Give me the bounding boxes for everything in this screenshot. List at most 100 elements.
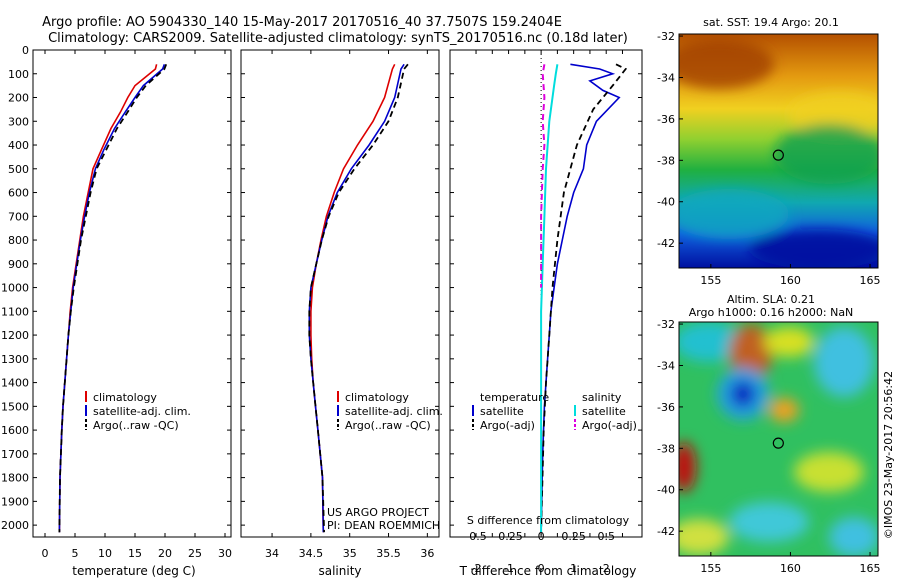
temperature-xtick-label: 20 <box>158 547 172 560</box>
sla-map-ytick-label: -32 <box>657 318 675 331</box>
salinity-series-2 <box>308 63 409 533</box>
salinity-legend-climatology: climatology <box>345 391 409 404</box>
sla-map-panel: Altim. SLA: 0.21 Argo h1000: 0.16 h2000:… <box>657 293 881 575</box>
sst-map-xtick-label: 155 <box>700 274 721 287</box>
salinity-axes-frame <box>240 49 440 538</box>
temperature-xtick-label: 15 <box>128 547 142 560</box>
difference-xlabel-top: S difference from climatology <box>467 514 630 527</box>
temperature-ytick-label: 1700 <box>1 448 29 461</box>
difference-legend-s-argo: Argo(-adj) <box>582 419 637 432</box>
salinity-xtick-label: 35.5 <box>376 547 401 560</box>
salinity-panel: 34 34.5 35 35.5 36 salinity climatology sate… <box>240 49 443 578</box>
sla-map-ticks: 155 160 165 -32 -34 -36 -38 -40 -42 <box>657 318 881 575</box>
salinity-legend-argo: Argo(..raw -QC) <box>345 419 431 432</box>
sla-map-ytick-label: -34 <box>657 359 675 372</box>
sla-map-ytick-label: -36 <box>657 401 675 414</box>
salinity-xtick-label: 36 <box>420 547 434 560</box>
salinity-xtick-label: 34 <box>265 547 279 560</box>
temperature-legend: climatology satellite-adj. clim. Argo(..… <box>85 391 191 432</box>
temperature-ytick-label: 500 <box>8 163 29 176</box>
temperature-xtick-label: 0 <box>42 547 49 560</box>
temperature-ytick-label: 700 <box>8 210 29 223</box>
salinity-legend-satellite: satellite-adj. clim. <box>345 405 443 418</box>
difference-xtick-label: 1 <box>570 562 577 575</box>
sst-map-ticks: 155 160 165 -32 -34 -36 -38 -40 -42 <box>657 30 881 287</box>
difference-stick-label: -0.25 <box>494 530 522 543</box>
credit-text: ©IMOS 23-May-2017 20:56:42 <box>882 371 895 539</box>
sst-map-xtick-label: 165 <box>860 274 881 287</box>
sst-map-ytick-label: -38 <box>657 154 675 167</box>
sla-orange-patch <box>769 398 799 422</box>
sst-map-ytick-label: -40 <box>657 196 675 209</box>
temperature-ytick-label: 1300 <box>1 353 29 366</box>
sla-argo-marker <box>772 437 784 449</box>
difference-plot-area <box>540 63 628 533</box>
sla-cyan-patch-3 <box>729 502 809 542</box>
sla-map-title-line1: Altim. SLA: 0.21 <box>727 293 815 306</box>
sst-warm-patch <box>679 39 774 89</box>
sst-map-panel: sat. SST: 19.4 Argo: 20.1 <box>657 16 881 287</box>
temperature-legend-argo: Argo(..raw -QC) <box>93 419 179 432</box>
salinity-xlabel: salinity <box>318 564 361 578</box>
temperature-plot-area <box>58 63 168 533</box>
difference-xtick-label: 2 <box>603 562 610 575</box>
temperature-ytick-label: 1800 <box>1 472 29 485</box>
sla-yellow-patch-2 <box>794 452 864 492</box>
temperature-ytick-label: 100 <box>8 68 29 81</box>
salinity-legend: climatology satellite-adj. clim. Argo(..… <box>337 391 443 432</box>
temperature-series-1 <box>58 64 166 533</box>
temperature-panel: 0 5 10 15 20 25 300100200300400500600700800900… <box>1 44 232 578</box>
temperature-xtick-label: 5 <box>72 547 79 560</box>
sst-cool-patch <box>679 189 789 239</box>
salinity-series-1 <box>308 63 405 533</box>
difference-ticks: -2 -1 0 1 2 -0.5 -0.25 0 0.25 0.5 <box>450 49 642 575</box>
sst-cold-patch <box>749 229 878 268</box>
difference-series-0 <box>540 63 621 533</box>
figure-title-line2: Climatology: CARS2009. Satellite-adjuste… <box>48 31 628 46</box>
sla-cyan-patch-4 <box>829 517 878 556</box>
difference-panel: -2 -1 0 1 2 -0.5 -0.25 0 0.25 0.5 S difference fr… <box>449 49 643 578</box>
temperature-ytick-label: 1200 <box>1 329 29 342</box>
sla-map-xtick-label: 160 <box>780 562 801 575</box>
figure-title-line1: Argo profile: AO 5904330_140 15-May-2017… <box>42 15 562 30</box>
difference-axes-frame <box>449 49 643 538</box>
sla-map-ytick-label: -40 <box>657 484 675 497</box>
difference-xtick-label: 0 <box>538 562 545 575</box>
sla-cyan-patch <box>679 322 744 362</box>
temperature-series-0 <box>58 64 158 533</box>
temperature-ytick-label: 1400 <box>1 377 29 390</box>
difference-legend-temperature-title: temperature <box>480 391 549 404</box>
temperature-ytick-label: 300 <box>8 115 29 128</box>
sla-map-xtick-label: 155 <box>700 562 721 575</box>
difference-xtick-label: -1 <box>503 562 514 575</box>
salinity-annotation-line2: PI: DEAN ROEMMICH <box>327 519 440 532</box>
temperature-ytick-label: 2000 <box>1 519 29 532</box>
sla-map-xtick-label: 165 <box>860 562 881 575</box>
sla-map-title-line2: Argo h1000: 0.16 h2000: NaN <box>689 306 854 319</box>
salinity-ticks: 34 34.5 35 35.5 36 <box>241 49 439 560</box>
difference-legend-temperature: temperature satellite Argo(-adj) <box>472 391 549 432</box>
difference-legend-t-argo: Argo(-adj) <box>480 419 535 432</box>
temperature-ytick-label: 900 <box>8 258 29 271</box>
temperature-ytick-label: 1100 <box>1 305 29 318</box>
sst-map-xtick-label: 160 <box>780 274 801 287</box>
sst-green-patch <box>774 124 878 184</box>
difference-series-3 <box>540 64 546 288</box>
temperature-axes-frame <box>32 49 232 538</box>
difference-stick-label: 0.25 <box>561 530 586 543</box>
sla-map-ytick-label: -38 <box>657 442 675 455</box>
sla-map-heatmap <box>679 322 878 556</box>
temperature-ytick-label: 1900 <box>1 495 29 508</box>
sst-argo-marker <box>772 149 784 161</box>
difference-stick-label: 0 <box>538 530 545 543</box>
temperature-series-2 <box>58 63 168 533</box>
sla-low-core <box>731 381 755 407</box>
salinity-series-0 <box>310 63 396 533</box>
salinity-annotation-line1: US ARGO PROJECT <box>327 506 429 519</box>
sla-map-frame <box>678 321 879 557</box>
sst-map-title: sat. SST: 19.4 Argo: 20.1 <box>703 16 839 29</box>
sst-map-ytick-label: -42 <box>657 237 675 250</box>
sla-cyan-patch-2 <box>814 327 874 397</box>
temperature-ytick-label: 400 <box>8 139 29 152</box>
